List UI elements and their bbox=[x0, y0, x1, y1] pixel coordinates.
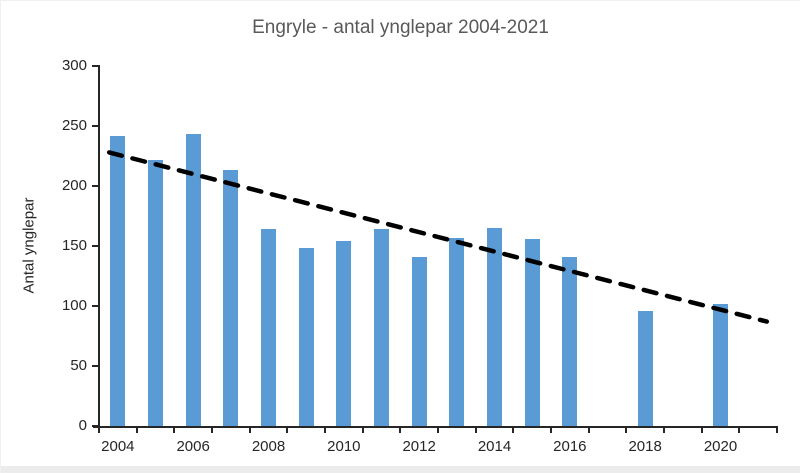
x-tick-mark bbox=[98, 428, 100, 433]
x-tick-mark bbox=[437, 428, 439, 433]
trendline bbox=[106, 150, 770, 324]
x-tick-label: 2010 bbox=[327, 438, 361, 455]
bar-2020 bbox=[713, 303, 728, 426]
bar-2012 bbox=[411, 256, 427, 426]
x-tick-mark bbox=[512, 428, 515, 433]
x-tick-mark bbox=[625, 428, 628, 433]
x-tick-mark bbox=[550, 428, 552, 433]
x-tick-mark bbox=[399, 428, 402, 433]
y-tick-label: 250 bbox=[61, 117, 87, 134]
y-axis-line bbox=[98, 65, 100, 428]
page-background-strip bbox=[1, 466, 800, 473]
x-tick-mark bbox=[663, 428, 665, 433]
bar-2018 bbox=[637, 310, 653, 426]
bar-2013 bbox=[449, 237, 465, 426]
x-tick-label: 2018 bbox=[628, 438, 662, 455]
bar-2011 bbox=[374, 229, 389, 426]
bar-2014 bbox=[487, 228, 502, 426]
x-tick-label: 2020 bbox=[703, 438, 738, 455]
y-tick-mark bbox=[92, 365, 99, 367]
bar-2015 bbox=[524, 238, 540, 426]
y-tick-label: 150 bbox=[61, 237, 87, 254]
x-tick-label: 2008 bbox=[251, 438, 286, 455]
x-tick-label: 2016 bbox=[553, 438, 587, 455]
x-tick-mark bbox=[173, 428, 176, 433]
y-tick-label: 300 bbox=[61, 57, 87, 74]
y-axis-title: Antal ynglepar bbox=[20, 197, 38, 294]
x-tick-label: 2004 bbox=[101, 438, 135, 455]
x-tick-mark bbox=[324, 428, 326, 433]
y-tick-label: 200 bbox=[61, 177, 87, 194]
bar-2006 bbox=[185, 134, 201, 426]
y-tick-mark bbox=[92, 425, 99, 427]
bar-2005 bbox=[148, 159, 163, 426]
x-tick-mark bbox=[700, 428, 703, 433]
bar-2009 bbox=[298, 248, 314, 426]
y-tick-mark bbox=[92, 65, 99, 67]
bar-2016 bbox=[562, 256, 578, 426]
x-axis-line bbox=[93, 426, 778, 428]
x-tick-mark bbox=[286, 428, 289, 433]
y-tick-mark bbox=[92, 125, 99, 127]
x-tick-label: 2014 bbox=[477, 438, 512, 455]
y-tick-label: 100 bbox=[61, 297, 87, 314]
x-tick-mark bbox=[738, 428, 741, 433]
y-tick-mark bbox=[92, 245, 99, 247]
x-tick-mark bbox=[776, 428, 778, 433]
bar-2010 bbox=[336, 241, 352, 426]
y-tick-label: 0 bbox=[78, 417, 87, 434]
x-tick-mark bbox=[248, 428, 251, 433]
x-tick-mark bbox=[211, 428, 213, 433]
bar-2004 bbox=[110, 135, 126, 426]
y-tick-mark bbox=[92, 305, 99, 307]
x-tick-label: 2006 bbox=[176, 438, 210, 455]
bar-2007 bbox=[223, 170, 239, 426]
x-tick-label: 2012 bbox=[402, 438, 436, 455]
y-tick-mark bbox=[92, 185, 99, 187]
x-tick-mark bbox=[361, 428, 364, 433]
chart-title: Engryle - antal ynglepar 2004-2021 bbox=[252, 17, 549, 38]
x-tick-mark bbox=[135, 428, 138, 433]
x-tick-mark bbox=[587, 428, 590, 433]
bar-2008 bbox=[261, 229, 276, 426]
y-tick-label: 50 bbox=[70, 357, 87, 374]
x-tick-mark bbox=[474, 428, 477, 433]
